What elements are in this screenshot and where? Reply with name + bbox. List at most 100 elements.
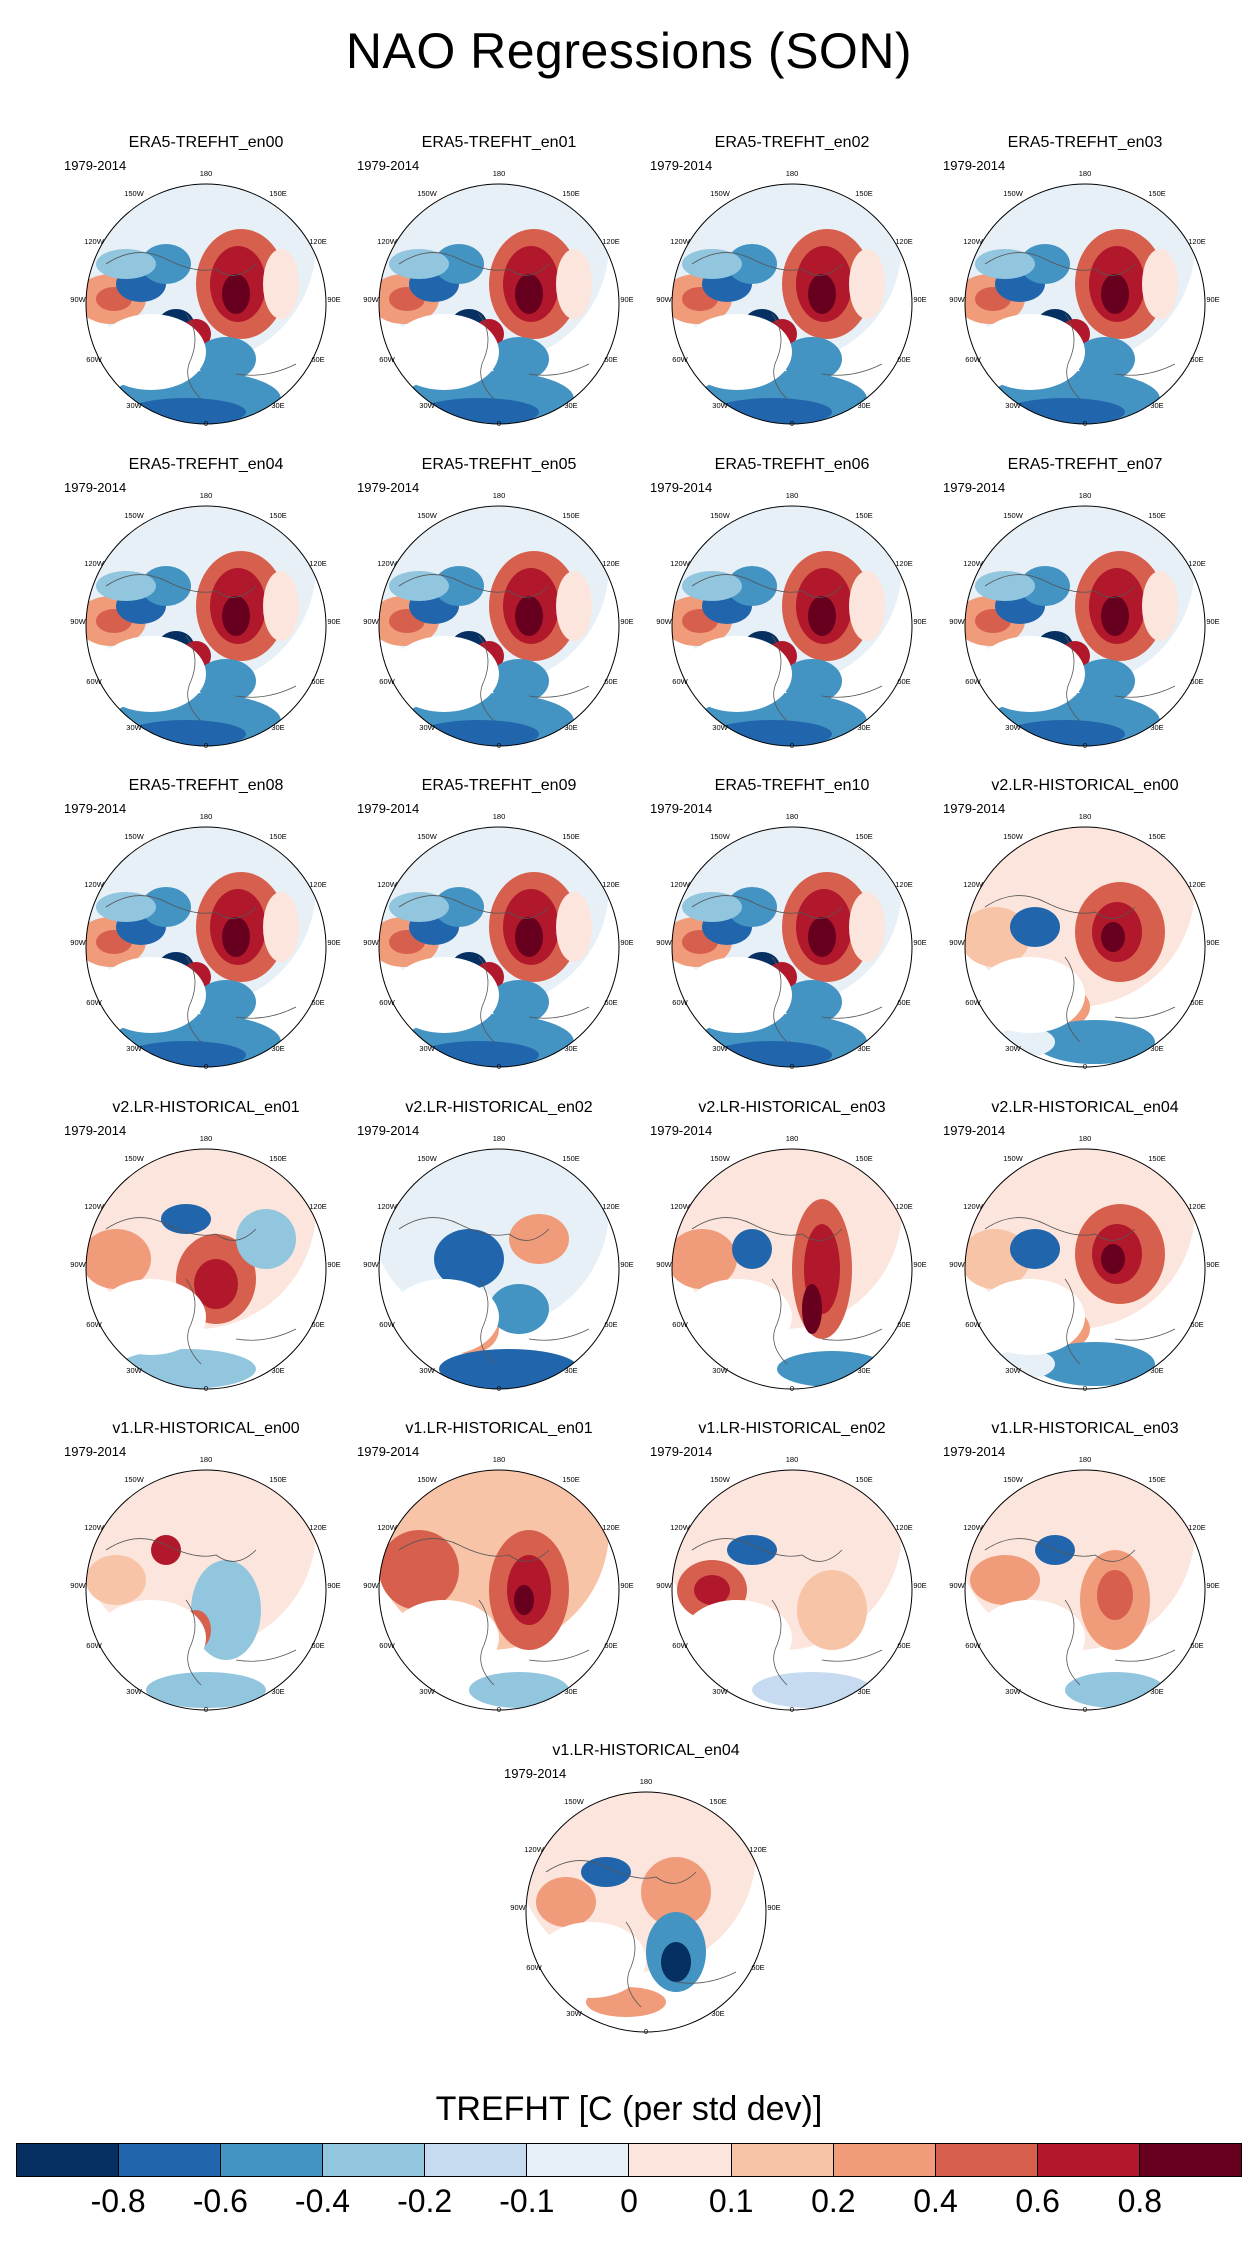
- longitude-label: 60W: [86, 355, 102, 364]
- longitude-label: 150E: [855, 1154, 873, 1163]
- longitude-label: 90W: [949, 1260, 965, 1269]
- panel-title: ERA5-TREFHT_en10: [714, 777, 870, 794]
- longitude-label: 150E: [269, 1475, 287, 1484]
- longitude-label: 90E: [913, 938, 926, 947]
- longitude-label: 30W: [419, 1044, 435, 1053]
- colorbar-box: [731, 2144, 834, 2176]
- longitude-label: 60E: [311, 1320, 324, 1329]
- panel-title: ERA5-TREFHT_en02: [714, 134, 870, 151]
- map-boundary: [85, 1469, 327, 1711]
- map-boundary: [964, 505, 1206, 747]
- anomaly-region: [1075, 337, 1135, 381]
- longitude-label: 120E: [602, 1202, 620, 1211]
- longitude-label: 30W: [1005, 1044, 1021, 1053]
- longitude-label: 60W: [86, 1320, 102, 1329]
- longitude-label: 150E: [855, 832, 873, 841]
- panel-period: 1979-2014: [357, 1123, 420, 1138]
- longitude-label: 30W: [419, 723, 435, 732]
- colorbar-tick-label: 0.2: [811, 2183, 856, 2219]
- missing-data-region: [389, 1600, 499, 1676]
- map-boundary: [85, 826, 327, 1068]
- longitude-label: 30E: [857, 723, 870, 732]
- longitude-label: 90W: [510, 1903, 526, 1912]
- longitude-label: 180: [200, 491, 213, 500]
- polar-map: 180 150E 120E 90E 60E 30E 0 30W 60W 90W 120W 150W: [363, 812, 633, 1071]
- anomaly-region: [509, 1214, 569, 1264]
- longitude-label: 60W: [965, 998, 981, 1007]
- longitude-label: 150E: [1148, 189, 1166, 198]
- panel-title: v2.LR-HISTORICAL_en01: [112, 1099, 300, 1116]
- anomaly-region: [196, 659, 256, 703]
- anomaly-region: [489, 659, 549, 703]
- longitude-label: 90W: [363, 617, 379, 626]
- longitude-label: 180: [1079, 169, 1092, 178]
- map-boundary: [378, 183, 620, 425]
- panel-title: v2.LR-HISTORICAL_en03: [698, 1099, 886, 1116]
- anomaly-region: [489, 1284, 549, 1334]
- anomaly-region: [389, 571, 449, 601]
- colorbar-tick-label: 0.8: [1117, 2183, 1163, 2219]
- colorbar-box: [1139, 2144, 1241, 2176]
- longitude-label: 180: [786, 491, 799, 500]
- longitude-label: 30W: [712, 1366, 728, 1375]
- polar-map: 180 150E 120E 90E 60E 30E 0 30W 60W 90W 120W 150W: [949, 491, 1219, 750]
- longitude-label: 0: [204, 1062, 208, 1071]
- longitude-label: 120E: [309, 559, 327, 568]
- anomaly-region: [808, 917, 836, 957]
- longitude-label: 150E: [1148, 511, 1166, 520]
- longitude-label: 120W: [670, 880, 691, 889]
- longitude-label: 30W: [419, 1366, 435, 1375]
- longitude-label: 30W: [419, 1687, 435, 1696]
- missing-data-region: [975, 957, 1085, 1033]
- longitude-label: 150W: [417, 189, 438, 198]
- longitude-label: 30E: [1150, 723, 1163, 732]
- anomaly-region: [1142, 249, 1178, 319]
- longitude-label: 30W: [1005, 723, 1021, 732]
- longitude-label: 30W: [126, 1687, 142, 1696]
- longitude-label: 30E: [564, 1044, 577, 1053]
- longitude-label: 90W: [70, 295, 86, 304]
- missing-data-region: [389, 957, 499, 1033]
- longitude-label: 90W: [363, 1260, 379, 1269]
- colorbar-box: [221, 2144, 324, 2176]
- longitude-label: 90E: [620, 1581, 633, 1590]
- longitude-label: 150W: [710, 832, 731, 841]
- longitude-label: 150W: [417, 832, 438, 841]
- longitude-label: 120E: [602, 237, 620, 246]
- longitude-label: 150E: [855, 1475, 873, 1484]
- longitude-label: 30W: [126, 1044, 142, 1053]
- longitude-label: 150E: [1148, 832, 1166, 841]
- longitude-label: 90E: [620, 938, 633, 947]
- longitude-label: 60E: [1190, 1320, 1203, 1329]
- panel-period: 1979-2014: [650, 158, 713, 173]
- anomaly-region: [263, 249, 299, 319]
- longitude-label: 90E: [1206, 295, 1219, 304]
- longitude-label: 120E: [1188, 237, 1206, 246]
- longitude-label: 0: [497, 419, 501, 428]
- longitude-label: 150W: [564, 1797, 585, 1806]
- coastline: [691, 574, 883, 722]
- longitude-label: 30W: [126, 401, 142, 410]
- anomaly-region: [194, 1259, 238, 1309]
- longitude-label: 90E: [767, 1903, 780, 1912]
- missing-data-region: [975, 636, 1085, 712]
- longitude-label: 60W: [672, 998, 688, 1007]
- anomaly-region: [96, 249, 156, 279]
- longitude-label: 150W: [1003, 832, 1024, 841]
- panel-title: v2.LR-HISTORICAL_en00: [991, 777, 1179, 794]
- coastline: [398, 895, 590, 1043]
- longitude-label: 60W: [379, 998, 395, 1007]
- map-boundary: [378, 1469, 620, 1711]
- missing-data-region: [975, 1600, 1085, 1676]
- longitude-label: 150E: [562, 1154, 580, 1163]
- map-panel: 180 150E 120E 90E 60E 30E 0 30W 60W 90W 120W 150W v1…: [939, 1420, 1231, 1720]
- longitude-label: 150E: [562, 511, 580, 520]
- map-panel: 180 150E 120E 90E 60E 30E 0 30W 60W 90W 120W 150W ER…: [646, 134, 938, 434]
- longitude-label: 150W: [124, 1154, 145, 1163]
- longitude-label: 90E: [327, 295, 340, 304]
- longitude-label: 180: [786, 1134, 799, 1143]
- map-boundary: [525, 1791, 767, 2033]
- map-panel: 180 150E 120E 90E 60E 30E 0 30W 60W 90W 120W 150W v2…: [646, 1099, 938, 1399]
- anomaly-region: [727, 1535, 777, 1565]
- colorbar-tick-label: -0.2: [397, 2183, 453, 2219]
